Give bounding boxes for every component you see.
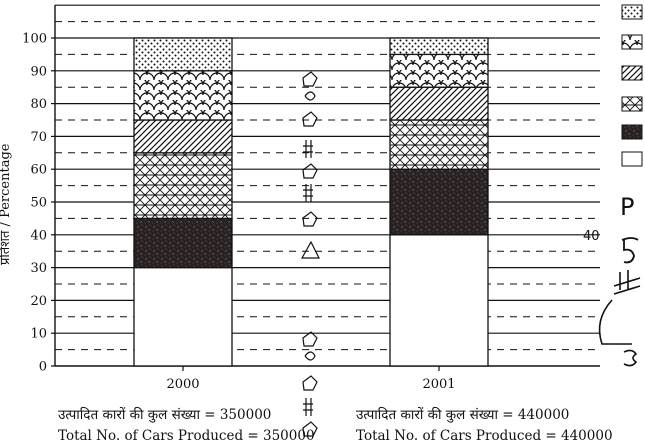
handwritten-letter-p: P	[620, 193, 634, 221]
y-tick-label: 10	[30, 327, 47, 342]
bar-segment-2000-scales	[133, 70, 233, 121]
bar-segment-2001-scales	[389, 53, 489, 88]
x-tick-label: 2001	[422, 377, 455, 392]
legend-swatch-dots	[621, 4, 643, 20]
handwritten-40: 40	[583, 229, 600, 244]
bars	[133, 37, 489, 367]
bar-segment-2000-dark-speckle	[133, 217, 233, 269]
hand-drawn-doodle-center	[300, 71, 320, 437]
y-tick-label: 40	[30, 228, 47, 243]
legend-swatch-speckle	[621, 124, 643, 140]
y-axis-title: प्रतिशत / Percentage	[0, 143, 13, 265]
bar-segment-2001-dots	[389, 37, 489, 56]
handwritten-digit-mark	[623, 349, 638, 367]
y-tick-label: 70	[30, 130, 47, 145]
bar-segment-2001-blank	[389, 234, 489, 367]
caption-2001-english: Total No. of Cars Produced = 440000	[356, 428, 613, 444]
y-tick-label: 80	[30, 97, 47, 112]
caption-2001-hindi: उत्पादित कारों की कुल संख्या = 440000	[356, 406, 569, 423]
caption-2000-english: Total No. of Cars Produced = 350000	[58, 428, 315, 444]
y-tick-label: 20	[30, 294, 47, 309]
y-tick-label: 30	[30, 261, 47, 276]
bar-segment-2000-crosshatch-lattice	[133, 152, 233, 220]
bar-segment-2001-diagonal-lines	[389, 86, 489, 121]
x-labels: 2000 2001	[166, 366, 456, 392]
legend-swatch-lattice	[621, 96, 643, 112]
bar-segment-2000-diagonal-lines	[133, 119, 233, 154]
y-tick-label: 100	[22, 32, 47, 47]
x-tick-label: 2000	[166, 377, 199, 392]
y-tick-label: 90	[30, 64, 47, 79]
bar-segment-2001-crosshatch-lattice	[389, 119, 489, 170]
bar-segment-2000-blank	[133, 266, 233, 367]
y-tick-label: 50	[30, 196, 47, 211]
bar-segment-2001-dark-speckle	[389, 168, 489, 236]
handwritten-notes: P 40	[583, 193, 641, 367]
handwritten-fraction-mark	[613, 270, 641, 295]
legend-swatch-blank	[621, 151, 643, 167]
legend	[621, 4, 643, 167]
y-tick-label: 60	[30, 163, 47, 178]
handwritten-bracket	[598, 299, 632, 345]
y-tick-label: 0	[39, 360, 47, 375]
handwritten-s-mark	[621, 237, 639, 264]
y-ticks: 0 10 20 30 40 50 60 70 80 90 100	[22, 32, 55, 375]
legend-swatch-scales	[621, 34, 643, 50]
bar-segment-2000-dots	[133, 37, 233, 72]
legend-swatch-diagonal	[621, 65, 643, 81]
caption-2000-hindi: उत्पादित कारों की कुल संख्या = 350000	[58, 406, 271, 423]
